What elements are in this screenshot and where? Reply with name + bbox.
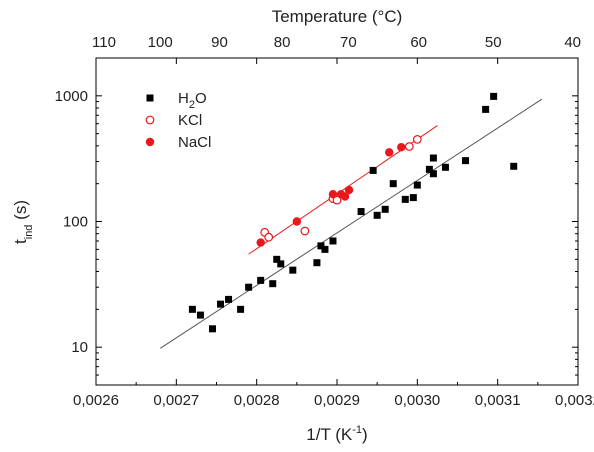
data-point: [264, 232, 274, 242]
data-point: [300, 226, 310, 236]
data-point: [328, 189, 338, 199]
legend-marker: [145, 137, 155, 147]
data-point: [277, 260, 285, 268]
y-axis-title: tind (s): [11, 200, 35, 244]
data-point: [389, 180, 397, 188]
y-tick-label: 10: [71, 339, 88, 356]
data-point: [381, 205, 389, 213]
x-tick-label: 0,0030: [394, 392, 440, 409]
data-points: [188, 92, 518, 333]
data-point: [292, 217, 302, 226]
data-point: [482, 105, 490, 113]
data-point: [425, 165, 433, 173]
data-point: [257, 276, 265, 284]
data-point: [269, 280, 277, 288]
data-point: [332, 195, 342, 205]
data-point: [429, 154, 437, 162]
data-point: [462, 157, 470, 165]
data-point: [490, 92, 498, 100]
top-tick-label: 80: [274, 34, 291, 51]
top-axis-title: Temperature (°C): [272, 7, 403, 26]
data-point: [317, 242, 325, 250]
x-tick-label: 0,0032: [555, 392, 594, 409]
x-tick-label: 0,0027: [153, 392, 199, 409]
data-point: [369, 166, 377, 174]
x-axis-title: 1/T (K-1): [306, 424, 367, 444]
x-tick-label: 0,0026: [73, 392, 119, 409]
data-point: [385, 148, 394, 157]
y-tick-label: 100: [63, 214, 88, 231]
data-point: [413, 181, 421, 189]
data-point: [373, 211, 381, 219]
data-point: [256, 238, 265, 247]
legend-marker: [146, 94, 154, 102]
x-tick-label: 0,0029: [314, 392, 360, 409]
data-point: [409, 194, 417, 202]
data-point: [404, 142, 414, 151]
top-tick-label: 70: [340, 34, 357, 51]
data-point: [510, 162, 518, 170]
data-point: [344, 185, 354, 195]
data-point: [313, 259, 321, 267]
legend-label: H2O: [178, 90, 207, 111]
top-tick-label: 110: [92, 34, 116, 51]
fit-lines: [159, 98, 543, 349]
data-point: [273, 255, 281, 263]
data-point: [196, 311, 204, 319]
legend-marker: [145, 115, 155, 125]
data-point: [357, 208, 365, 216]
fit-line: [159, 98, 543, 349]
top-tick-label: 60: [410, 34, 427, 51]
data-point: [397, 143, 406, 152]
top-tick-label: 100: [148, 34, 173, 51]
data-point: [225, 295, 233, 303]
data-point: [340, 192, 350, 201]
data-point: [441, 163, 449, 171]
data-point: [188, 305, 196, 313]
top-tick-label: 90: [211, 34, 228, 51]
plot-frame: [95, 57, 579, 386]
data-point: [237, 305, 245, 313]
x-tick-label: 0,0031: [475, 392, 521, 409]
top-tick-label: 50: [485, 34, 502, 51]
data-point: [401, 195, 409, 203]
data-point: [245, 283, 253, 291]
data-point: [217, 300, 225, 308]
axis-ticks: 0,0026 0,0027 0,0028 0,0029 0,0030 0,0031 0,00…: [55, 34, 594, 409]
legend-label: KCl: [178, 112, 202, 129]
x-tick-label: 0,0028: [234, 392, 280, 409]
top-tick-label: 40: [564, 34, 581, 51]
data-point: [321, 245, 329, 253]
data-point: [289, 266, 297, 274]
data-point: [429, 170, 437, 178]
data-point: [329, 237, 337, 245]
y-tick-label: 1000: [55, 88, 88, 105]
data-point: [412, 135, 422, 144]
data-point: [208, 325, 216, 333]
legend-label: NaCl: [178, 134, 211, 151]
